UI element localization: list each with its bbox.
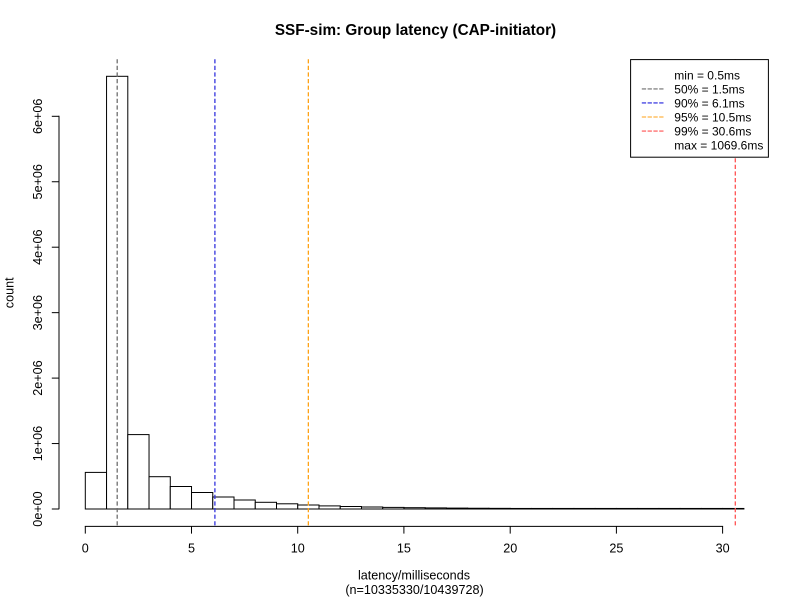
svg-text:15: 15 — [397, 542, 411, 556]
svg-text:2e+06: 2e+06 — [31, 360, 45, 395]
svg-text:(n=10335330/10439728): (n=10335330/10439728) — [345, 583, 483, 597]
svg-text:3e+06: 3e+06 — [31, 295, 45, 330]
svg-text:0: 0 — [82, 542, 89, 556]
svg-text:1e+06: 1e+06 — [31, 426, 45, 461]
svg-text:0e+00: 0e+00 — [31, 491, 45, 526]
svg-text:50% = 1.5ms: 50% = 1.5ms — [674, 82, 744, 96]
svg-text:99% = 30.6ms: 99% = 30.6ms — [674, 125, 751, 139]
svg-text:SSF-sim: Group latency (CAP-in: SSF-sim: Group latency (CAP-initiator) — [275, 22, 556, 39]
svg-text:90% = 6.1ms: 90% = 6.1ms — [674, 96, 744, 110]
svg-text:25: 25 — [609, 542, 623, 556]
svg-text:10: 10 — [291, 542, 305, 556]
svg-text:30: 30 — [716, 542, 730, 556]
svg-text:5: 5 — [188, 542, 195, 556]
svg-text:6e+06: 6e+06 — [31, 99, 45, 134]
svg-text:count: count — [3, 277, 17, 308]
svg-text:max = 1069.6ms: max = 1069.6ms — [674, 139, 763, 153]
svg-text:latency/milliseconds: latency/milliseconds — [358, 569, 470, 583]
svg-text:min = 0.5ms: min = 0.5ms — [674, 68, 740, 82]
svg-text:20: 20 — [503, 542, 517, 556]
svg-text:4e+06: 4e+06 — [31, 230, 45, 265]
svg-text:95% = 10.5ms: 95% = 10.5ms — [674, 111, 751, 125]
svg-text:5e+06: 5e+06 — [31, 164, 45, 199]
